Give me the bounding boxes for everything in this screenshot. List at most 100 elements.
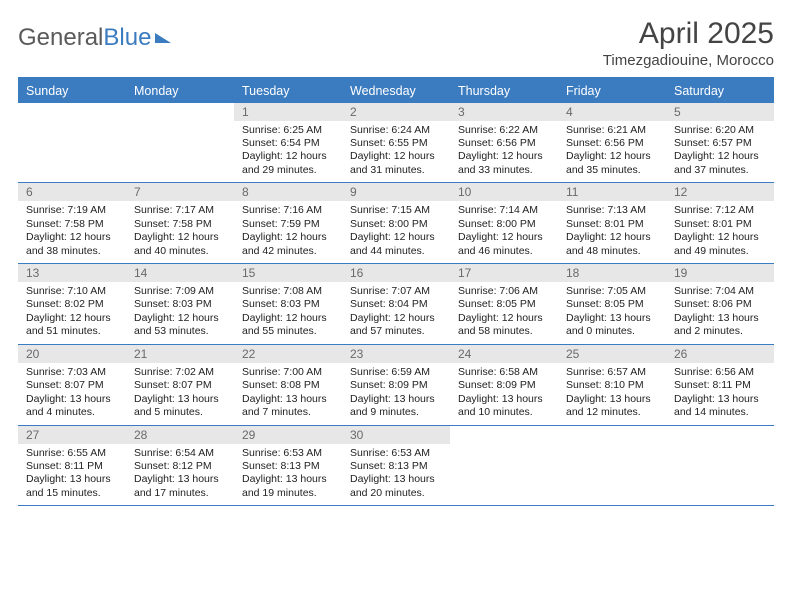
day-body: Sunrise: 6:55 AMSunset: 8:11 PMDaylight:…: [18, 444, 126, 506]
daylight-line: Daylight: 13 hours and 2 minutes.: [674, 312, 766, 339]
sunrise-line: Sunrise: 7:09 AM: [134, 285, 226, 298]
daylight-line: Daylight: 12 hours and 51 minutes.: [26, 312, 118, 339]
day-body: Sunrise: 6:59 AMSunset: 8:09 PMDaylight:…: [342, 363, 450, 425]
daylight-line: Daylight: 13 hours and 7 minutes.: [242, 393, 334, 420]
day-cell: 2Sunrise: 6:24 AMSunset: 6:55 PMDaylight…: [342, 103, 450, 183]
day-body: Sunrise: 7:10 AMSunset: 8:02 PMDaylight:…: [18, 282, 126, 344]
empty-cell: [126, 103, 234, 183]
day-cell: 22Sunrise: 7:00 AMSunset: 8:08 PMDayligh…: [234, 345, 342, 425]
daylight-line: Daylight: 12 hours and 58 minutes.: [458, 312, 550, 339]
day-cell: 13Sunrise: 7:10 AMSunset: 8:02 PMDayligh…: [18, 264, 126, 344]
day-cell: 23Sunrise: 6:59 AMSunset: 8:09 PMDayligh…: [342, 345, 450, 425]
day-number: 25: [558, 345, 666, 363]
daylight-line: Daylight: 13 hours and 10 minutes.: [458, 393, 550, 420]
day-number: 1: [234, 103, 342, 121]
header: GeneralBlue April 2025 Timezgadiouine, M…: [18, 18, 774, 69]
day-body: Sunrise: 7:14 AMSunset: 8:00 PMDaylight:…: [450, 201, 558, 263]
sunrise-line: Sunrise: 7:14 AM: [458, 204, 550, 217]
sunrise-line: Sunrise: 6:21 AM: [566, 124, 658, 137]
day-body: Sunrise: 6:54 AMSunset: 8:12 PMDaylight:…: [126, 444, 234, 506]
daylight-line: Daylight: 13 hours and 9 minutes.: [350, 393, 442, 420]
day-cell: 12Sunrise: 7:12 AMSunset: 8:01 PMDayligh…: [666, 183, 774, 263]
sunset-line: Sunset: 6:56 PM: [566, 137, 658, 150]
sunrise-line: Sunrise: 6:55 AM: [26, 447, 118, 460]
daylight-line: Daylight: 12 hours and 40 minutes.: [134, 231, 226, 258]
day-number: [126, 103, 234, 121]
day-number: 29: [234, 426, 342, 444]
sunset-line: Sunset: 7:59 PM: [242, 218, 334, 231]
day-number: 13: [18, 264, 126, 282]
daylight-line: Daylight: 13 hours and 20 minutes.: [350, 473, 442, 500]
week-row: 6Sunrise: 7:19 AMSunset: 7:58 PMDaylight…: [18, 183, 774, 264]
day-cell: 4Sunrise: 6:21 AMSunset: 6:56 PMDaylight…: [558, 103, 666, 183]
sunset-line: Sunset: 8:10 PM: [566, 379, 658, 392]
sunrise-line: Sunrise: 7:02 AM: [134, 366, 226, 379]
daylight-line: Daylight: 13 hours and 17 minutes.: [134, 473, 226, 500]
daylight-line: Daylight: 12 hours and 44 minutes.: [350, 231, 442, 258]
day-cell: 19Sunrise: 7:04 AMSunset: 8:06 PMDayligh…: [666, 264, 774, 344]
sunrise-line: Sunrise: 7:00 AM: [242, 366, 334, 379]
sunrise-line: Sunrise: 7:12 AM: [674, 204, 766, 217]
month-title: April 2025: [603, 18, 774, 50]
sunset-line: Sunset: 8:11 PM: [26, 460, 118, 473]
sunset-line: Sunset: 8:06 PM: [674, 298, 766, 311]
day-cell: 20Sunrise: 7:03 AMSunset: 8:07 PMDayligh…: [18, 345, 126, 425]
daylight-line: Daylight: 12 hours and 33 minutes.: [458, 150, 550, 177]
daylight-line: Daylight: 12 hours and 38 minutes.: [26, 231, 118, 258]
day-cell: 6Sunrise: 7:19 AMSunset: 7:58 PMDaylight…: [18, 183, 126, 263]
dow-cell: Sunday: [18, 79, 126, 103]
sunrise-line: Sunrise: 6:22 AM: [458, 124, 550, 137]
daylight-line: Daylight: 12 hours and 37 minutes.: [674, 150, 766, 177]
day-body: Sunrise: 7:05 AMSunset: 8:05 PMDaylight:…: [558, 282, 666, 344]
sunset-line: Sunset: 8:05 PM: [566, 298, 658, 311]
day-cell: 21Sunrise: 7:02 AMSunset: 8:07 PMDayligh…: [126, 345, 234, 425]
day-body: Sunrise: 7:12 AMSunset: 8:01 PMDaylight:…: [666, 201, 774, 263]
day-cell: 1Sunrise: 6:25 AMSunset: 6:54 PMDaylight…: [234, 103, 342, 183]
day-number: [666, 426, 774, 444]
daylight-line: Daylight: 12 hours and 49 minutes.: [674, 231, 766, 258]
sunset-line: Sunset: 8:01 PM: [566, 218, 658, 231]
sunset-line: Sunset: 8:07 PM: [134, 379, 226, 392]
logo-text-2: Blue: [103, 24, 151, 52]
daylight-line: Daylight: 12 hours and 46 minutes.: [458, 231, 550, 258]
sunrise-line: Sunrise: 6:54 AM: [134, 447, 226, 460]
sunset-line: Sunset: 8:12 PM: [134, 460, 226, 473]
sunrise-line: Sunrise: 6:56 AM: [674, 366, 766, 379]
title-block: April 2025 Timezgadiouine, Morocco: [603, 18, 774, 69]
day-cell: 16Sunrise: 7:07 AMSunset: 8:04 PMDayligh…: [342, 264, 450, 344]
logo: GeneralBlue: [18, 24, 171, 52]
sunrise-line: Sunrise: 6:59 AM: [350, 366, 442, 379]
day-number: 8: [234, 183, 342, 201]
day-cell: 3Sunrise: 6:22 AMSunset: 6:56 PMDaylight…: [450, 103, 558, 183]
week-row: 20Sunrise: 7:03 AMSunset: 8:07 PMDayligh…: [18, 345, 774, 426]
day-number: 30: [342, 426, 450, 444]
day-body: Sunrise: 7:02 AMSunset: 8:07 PMDaylight:…: [126, 363, 234, 425]
location: Timezgadiouine, Morocco: [603, 52, 774, 69]
day-number: 23: [342, 345, 450, 363]
day-body: Sunrise: 6:58 AMSunset: 8:09 PMDaylight:…: [450, 363, 558, 425]
dow-cell: Tuesday: [234, 79, 342, 103]
sunset-line: Sunset: 8:05 PM: [458, 298, 550, 311]
sunset-line: Sunset: 7:58 PM: [134, 218, 226, 231]
day-cell: 8Sunrise: 7:16 AMSunset: 7:59 PMDaylight…: [234, 183, 342, 263]
daylight-line: Daylight: 12 hours and 29 minutes.: [242, 150, 334, 177]
day-cell: 7Sunrise: 7:17 AMSunset: 7:58 PMDaylight…: [126, 183, 234, 263]
sunset-line: Sunset: 8:00 PM: [458, 218, 550, 231]
day-number: 17: [450, 264, 558, 282]
sunset-line: Sunset: 8:11 PM: [674, 379, 766, 392]
daylight-line: Daylight: 12 hours and 57 minutes.: [350, 312, 442, 339]
day-body: Sunrise: 7:15 AMSunset: 8:00 PMDaylight:…: [342, 201, 450, 263]
day-number: 7: [126, 183, 234, 201]
day-number: 2: [342, 103, 450, 121]
day-body: Sunrise: 7:17 AMSunset: 7:58 PMDaylight:…: [126, 201, 234, 263]
day-number: 18: [558, 264, 666, 282]
daylight-line: Daylight: 13 hours and 12 minutes.: [566, 393, 658, 420]
day-number: [450, 426, 558, 444]
daylight-line: Daylight: 13 hours and 19 minutes.: [242, 473, 334, 500]
sunrise-line: Sunrise: 6:58 AM: [458, 366, 550, 379]
day-body: Sunrise: 6:25 AMSunset: 6:54 PMDaylight:…: [234, 121, 342, 183]
day-number: 24: [450, 345, 558, 363]
daylight-line: Daylight: 13 hours and 0 minutes.: [566, 312, 658, 339]
dow-cell: Friday: [558, 79, 666, 103]
daylight-line: Daylight: 12 hours and 42 minutes.: [242, 231, 334, 258]
